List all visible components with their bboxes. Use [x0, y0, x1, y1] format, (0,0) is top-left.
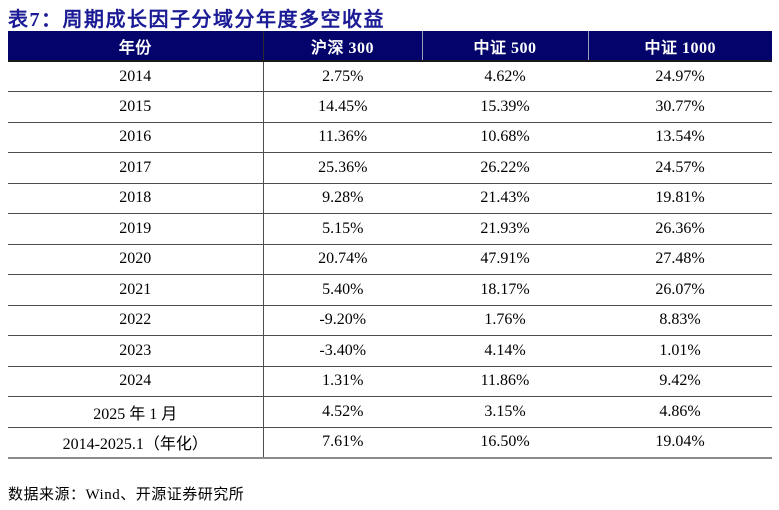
csi1000-value-cell: 30.77%	[588, 91, 772, 123]
hs300-value-cell: 2.75%	[263, 61, 422, 92]
year-cell: 2023	[8, 335, 264, 367]
csi500-value-cell: 18.17%	[422, 274, 588, 306]
table-row: 2016 11.36% 10.68% 13.54%	[8, 122, 772, 153]
csi500-value-cell: 3.15%	[422, 396, 588, 428]
hs300-value-cell: 9.28%	[263, 183, 422, 214]
table-title: 表7：周期成长因子分域分年度多空收益	[8, 9, 385, 31]
factor-return-table: 年份 沪深 300 中证 500 中证 1000 2014 2.75% 4.62…	[8, 31, 772, 459]
csi500-value-cell: 4.14%	[422, 335, 588, 367]
table-row: 2025 年 1 月 4.52% 3.15% 4.86%	[8, 396, 772, 428]
data-source-note: 数据来源：Wind、开源证券研究所	[8, 487, 245, 503]
hs300-value-cell: -9.20%	[263, 305, 422, 336]
column-header-year: 年份	[8, 31, 264, 62]
hs300-value-cell: -3.40%	[263, 335, 422, 367]
csi1000-value-cell: 24.97%	[588, 61, 772, 92]
year-cell: 2022	[8, 305, 264, 336]
header-row: 年份 沪深 300 中证 500 中证 1000	[8, 31, 772, 62]
csi1000-value-cell: 24.57%	[588, 152, 772, 184]
year-cell: 2016	[8, 122, 264, 153]
csi1000-value-cell: 19.04%	[588, 427, 772, 459]
year-cell: 2014-2025.1（年化）	[8, 427, 264, 459]
hs300-value-cell: 4.52%	[263, 396, 422, 428]
csi500-value-cell: 11.86%	[422, 366, 588, 397]
year-cell: 2024	[8, 366, 264, 397]
table-row: 2018 9.28% 21.43% 19.81%	[8, 183, 772, 214]
table-body: 2014 2.75% 4.62% 24.97% 2015 14.45% 15.3…	[8, 61, 772, 459]
csi500-value-cell: 4.62%	[422, 61, 588, 92]
year-cell: 2019	[8, 213, 264, 245]
hs300-value-cell: 25.36%	[263, 152, 422, 184]
csi1000-value-cell: 19.81%	[588, 183, 772, 214]
table-row: 2014 2.75% 4.62% 24.97%	[8, 61, 772, 92]
table-row: 2019 5.15% 21.93% 26.36%	[8, 213, 772, 245]
csi1000-value-cell: 26.07%	[588, 274, 772, 306]
year-cell: 2020	[8, 244, 264, 275]
table-row: 2022 -9.20% 1.76% 8.83%	[8, 305, 772, 336]
csi1000-value-cell: 9.42%	[588, 366, 772, 397]
csi500-value-cell: 21.43%	[422, 183, 588, 214]
column-header-hs300: 沪深 300	[263, 31, 423, 62]
hs300-value-cell: 5.40%	[263, 274, 422, 306]
csi500-value-cell: 47.91%	[422, 244, 588, 275]
csi1000-value-cell: 8.83%	[588, 305, 772, 336]
table-row: 2024 1.31% 11.86% 9.42%	[8, 366, 772, 397]
year-cell: 2017	[8, 152, 264, 184]
column-header-csi500: 中证 500	[422, 31, 589, 62]
year-cell: 2015	[8, 91, 264, 123]
table-row: 2020 20.74% 47.91% 27.48%	[8, 244, 772, 275]
hs300-value-cell: 7.61%	[263, 427, 422, 459]
table-row: 2023 -3.40% 4.14% 1.01%	[8, 335, 772, 367]
year-cell: 2018	[8, 183, 264, 214]
csi1000-value-cell: 26.36%	[588, 213, 772, 245]
column-header-csi1000: 中证 1000	[588, 31, 772, 62]
csi500-value-cell: 21.93%	[422, 213, 588, 245]
csi1000-value-cell: 13.54%	[588, 122, 772, 153]
table-row: 2015 14.45% 15.39% 30.77%	[8, 91, 772, 123]
hs300-value-cell: 14.45%	[263, 91, 422, 123]
year-cell: 2021	[8, 274, 264, 306]
hs300-value-cell: 1.31%	[263, 366, 422, 397]
csi500-value-cell: 1.76%	[422, 305, 588, 336]
year-cell: 2025 年 1 月	[8, 396, 264, 428]
table-row: 2017 25.36% 26.22% 24.57%	[8, 152, 772, 184]
table-row: 2014-2025.1（年化） 7.61% 16.50% 19.04%	[8, 427, 772, 459]
csi500-value-cell: 15.39%	[422, 91, 588, 123]
hs300-value-cell: 20.74%	[263, 244, 422, 275]
table-header: 年份 沪深 300 中证 500 中证 1000	[8, 31, 772, 62]
hs300-value-cell: 11.36%	[263, 122, 422, 153]
csi500-value-cell: 26.22%	[422, 152, 588, 184]
hs300-value-cell: 5.15%	[263, 213, 422, 245]
csi500-value-cell: 10.68%	[422, 122, 588, 153]
csi1000-value-cell: 4.86%	[588, 396, 772, 428]
csi1000-value-cell: 1.01%	[588, 335, 772, 367]
year-cell: 2014	[8, 61, 264, 92]
csi1000-value-cell: 27.48%	[588, 244, 772, 275]
table-row: 2021 5.40% 18.17% 26.07%	[8, 274, 772, 306]
csi500-value-cell: 16.50%	[422, 427, 588, 459]
